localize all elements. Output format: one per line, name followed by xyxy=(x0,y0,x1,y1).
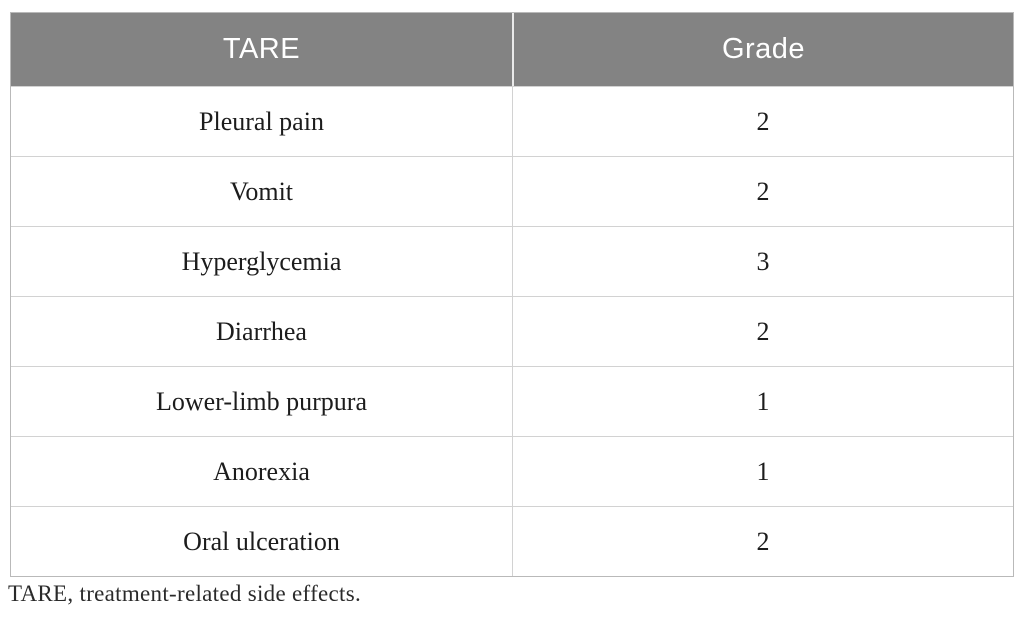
tare-cell: Diarrhea xyxy=(11,296,512,366)
tare-cell: Vomit xyxy=(11,156,512,226)
grade-cell: 2 xyxy=(512,506,1013,576)
table-body: Pleural pain 2 Vomit 2 Hyperglycemia 3 Diarrhe… xyxy=(11,86,1013,576)
table-row: Pleural pain 2 xyxy=(11,86,1013,156)
table-row: Anorexia 1 xyxy=(11,436,1013,506)
header-row: TARE Grade xyxy=(11,13,1013,86)
grade-cell: 2 xyxy=(512,86,1013,156)
table-row: Vomit 2 xyxy=(11,156,1013,226)
tare-cell: Hyperglycemia xyxy=(11,226,512,296)
tare-cell: Lower-limb purpura xyxy=(11,366,512,436)
grade-cell: 1 xyxy=(512,436,1013,506)
grade-cell: 3 xyxy=(512,226,1013,296)
column-header-tare: TARE xyxy=(11,13,512,86)
grade-cell: 2 xyxy=(512,156,1013,226)
tare-grade-table: TARE Grade Pleural pain 2 Vomit 2 Hyperglyce… xyxy=(10,12,1014,577)
table-header: TARE Grade xyxy=(11,13,1013,86)
tare-cell: Pleural pain xyxy=(11,86,512,156)
table-row: Diarrhea 2 xyxy=(11,296,1013,366)
tare-cell: Oral ulceration xyxy=(11,506,512,576)
table-row: Lower-limb purpura 1 xyxy=(11,366,1013,436)
column-header-grade: Grade xyxy=(512,13,1013,86)
table-row: Oral ulceration 2 xyxy=(11,506,1013,576)
table-footnote: TARE, treatment-related side effects. xyxy=(8,581,362,606)
tare-cell: Anorexia xyxy=(11,436,512,506)
grade-cell: 2 xyxy=(512,296,1013,366)
grade-cell: 1 xyxy=(512,366,1013,436)
tare-table-container: TARE Grade Pleural pain 2 Vomit 2 Hyperglyce… xyxy=(10,12,1014,577)
table-row: Hyperglycemia 3 xyxy=(11,226,1013,296)
